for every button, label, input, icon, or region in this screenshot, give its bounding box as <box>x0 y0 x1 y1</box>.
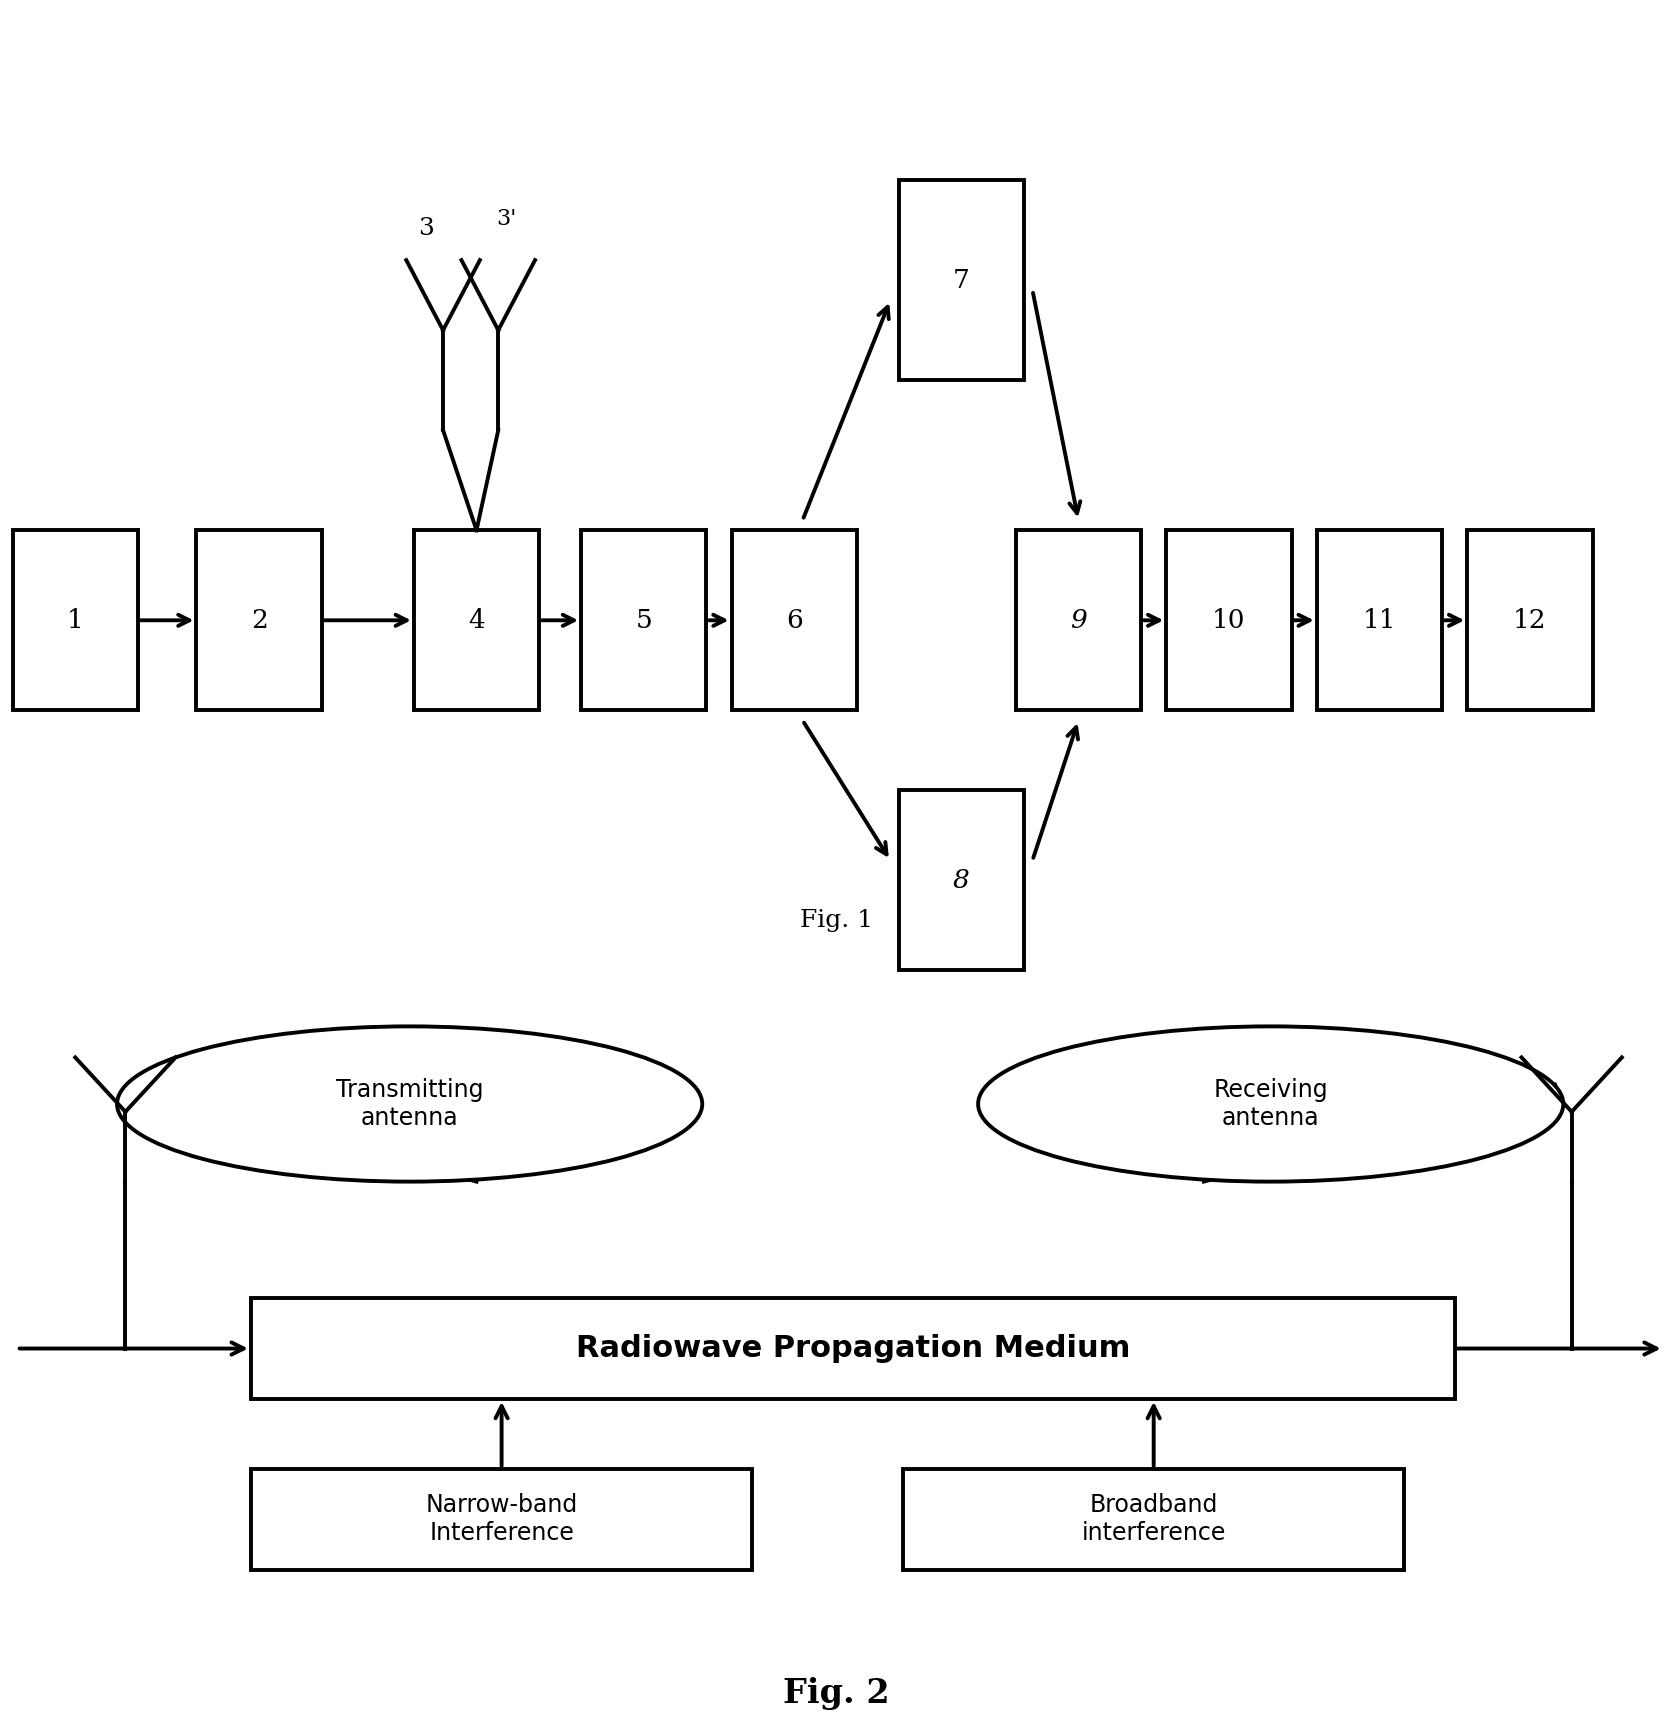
FancyBboxPatch shape <box>196 530 321 711</box>
Text: Broadband
interference: Broadband interference <box>1082 1494 1226 1546</box>
FancyBboxPatch shape <box>903 1468 1404 1570</box>
Text: 3: 3 <box>418 217 435 240</box>
Text: 4: 4 <box>468 607 485 633</box>
Text: 11: 11 <box>1363 607 1396 633</box>
Text: 10: 10 <box>1212 607 1246 633</box>
FancyBboxPatch shape <box>1318 530 1441 711</box>
Text: 1: 1 <box>67 607 84 633</box>
FancyBboxPatch shape <box>582 530 707 711</box>
FancyBboxPatch shape <box>1468 530 1592 711</box>
FancyBboxPatch shape <box>900 179 1023 380</box>
Text: 12: 12 <box>1513 607 1547 633</box>
FancyBboxPatch shape <box>1167 530 1291 711</box>
Text: Radiowave Propagation Medium: Radiowave Propagation Medium <box>575 1333 1130 1363</box>
Ellipse shape <box>117 1026 702 1182</box>
FancyBboxPatch shape <box>251 1297 1455 1399</box>
FancyBboxPatch shape <box>413 530 538 711</box>
Text: 7: 7 <box>953 267 970 293</box>
Text: 6: 6 <box>786 607 803 633</box>
FancyBboxPatch shape <box>12 530 137 711</box>
FancyBboxPatch shape <box>251 1468 752 1570</box>
Text: 9: 9 <box>1070 607 1087 633</box>
Text: 3': 3' <box>497 209 517 229</box>
Text: Fig. 2: Fig. 2 <box>782 1677 890 1711</box>
Text: 2: 2 <box>251 607 268 633</box>
Ellipse shape <box>978 1026 1563 1182</box>
Text: Receiving
antenna: Receiving antenna <box>1214 1078 1328 1130</box>
Text: Narrow-band
Interference: Narrow-band Interference <box>425 1494 579 1546</box>
FancyBboxPatch shape <box>900 790 1023 971</box>
FancyBboxPatch shape <box>1017 530 1140 711</box>
FancyBboxPatch shape <box>732 530 856 711</box>
Text: 8: 8 <box>953 868 970 894</box>
Text: Fig. 1: Fig. 1 <box>799 909 873 932</box>
Text: 5: 5 <box>635 607 652 633</box>
Text: Transmitting
antenna: Transmitting antenna <box>336 1078 483 1130</box>
